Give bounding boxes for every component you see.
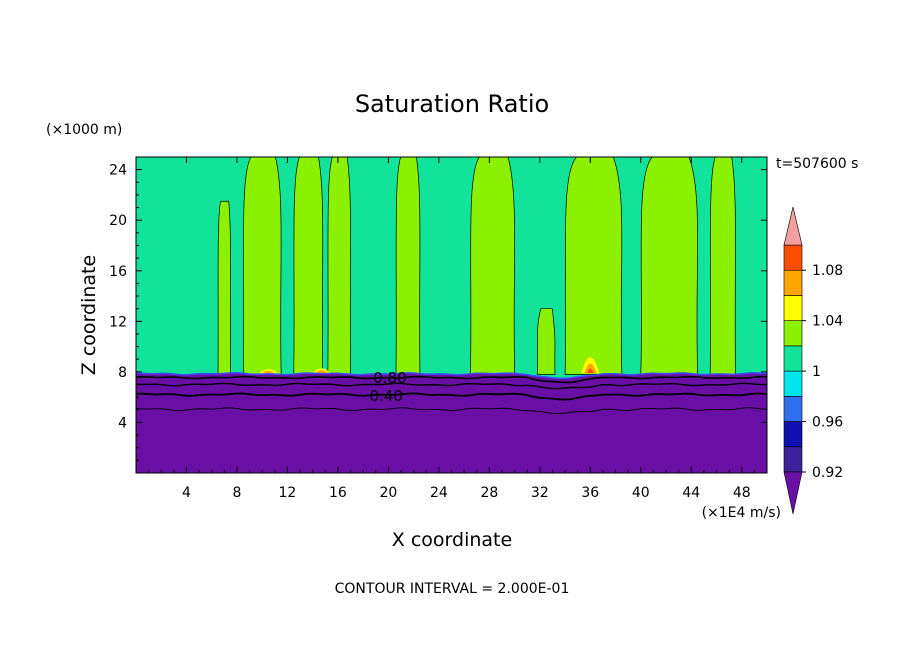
moist-peak-core [262, 370, 275, 374]
x-tick-label: 16 [329, 485, 347, 501]
moist-peak-core [315, 370, 328, 374]
y-tick-label: 16 [109, 264, 127, 280]
y-axis-label: Z coordinate [78, 255, 100, 375]
x-tick-label: 8 [232, 485, 241, 501]
colorbar-band [783, 370, 803, 397]
moist-column [709, 157, 736, 375]
colorbar-band [783, 320, 803, 347]
x-tick-label: 28 [480, 485, 498, 501]
contour-line-0-20 [136, 407, 767, 415]
colorbar-band [783, 269, 803, 296]
x-tick-label: 48 [733, 485, 751, 501]
x-tick-label: 12 [279, 485, 297, 501]
moist-peak-max [587, 368, 594, 374]
colorbar-under-arrow [783, 471, 803, 515]
moist-column [293, 157, 324, 375]
contour-field [136, 157, 767, 473]
colorbar: 0.92 0.96 1 1.04 1.08 [783, 206, 843, 515]
y-unit-label: (×1000 m) [46, 122, 122, 138]
x-unit-label: (×1E4 m/s) [702, 505, 781, 521]
x-tick-label: 24 [430, 485, 448, 501]
moist-column [536, 308, 556, 375]
colorbar-tick-label: 1.08 [812, 263, 843, 279]
moist-column [640, 157, 698, 375]
y-tick-label: 4 [118, 415, 127, 431]
colorbar-tick-label: 1 [812, 364, 821, 380]
colorbar-tick-label: 0.92 [812, 465, 843, 481]
contour-line-0-80 [136, 375, 767, 384]
moist-column [217, 200, 232, 375]
colorbar-over-arrow [783, 206, 803, 246]
dry-layer-region [136, 372, 767, 473]
x-tick-label: 40 [632, 485, 650, 501]
moist-columns [217, 157, 736, 375]
moist-column [564, 157, 623, 375]
colorbar-tick-label: 0.96 [812, 415, 843, 431]
y-axis-ticks: 4 8 12 16 20 24 [109, 163, 767, 461]
contour-label: 0.40 [369, 387, 402, 405]
x-axis-ticks: 4 8 12 16 20 24 28 32 36 40 44 48 [148, 157, 755, 501]
contour-line-0-40 [136, 392, 767, 401]
colorbar-tick-label: 1.04 [812, 314, 843, 330]
x-tick-label: 36 [581, 485, 599, 501]
contour-labels: 0.800.40 [369, 369, 406, 405]
surface-contour [136, 372, 767, 380]
x-tick-label: 20 [379, 485, 397, 501]
contour-line-0-60 [136, 382, 767, 390]
x-axis-label: X coordinate [392, 529, 512, 551]
colorbar-band [783, 446, 803, 473]
y-tick-label: 24 [109, 163, 127, 179]
moist-column [470, 157, 515, 375]
y-tick-label: 12 [109, 314, 127, 330]
x-tick-label: 32 [531, 485, 549, 501]
colorbar-band [783, 345, 803, 372]
moist-column [395, 157, 421, 375]
y-tick-label: 20 [109, 213, 127, 229]
time-label: t=507600 s [776, 156, 858, 172]
moist-column [327, 157, 351, 375]
colorbar-band [783, 295, 803, 321]
moist-peaks [259, 357, 600, 374]
chart-title: Saturation Ratio [355, 90, 549, 118]
colorbar-band [783, 396, 803, 422]
colorbar-band [783, 421, 803, 448]
contour-interval-label: CONTOUR INTERVAL = 2.000E-01 [335, 581, 570, 597]
y-tick-label: 8 [118, 365, 127, 381]
x-tick-label: 44 [682, 485, 700, 501]
contour-label: 0.80 [373, 369, 406, 387]
moist-column [242, 157, 282, 375]
x-tick-label: 4 [182, 485, 191, 501]
colorbar-band [783, 244, 803, 271]
